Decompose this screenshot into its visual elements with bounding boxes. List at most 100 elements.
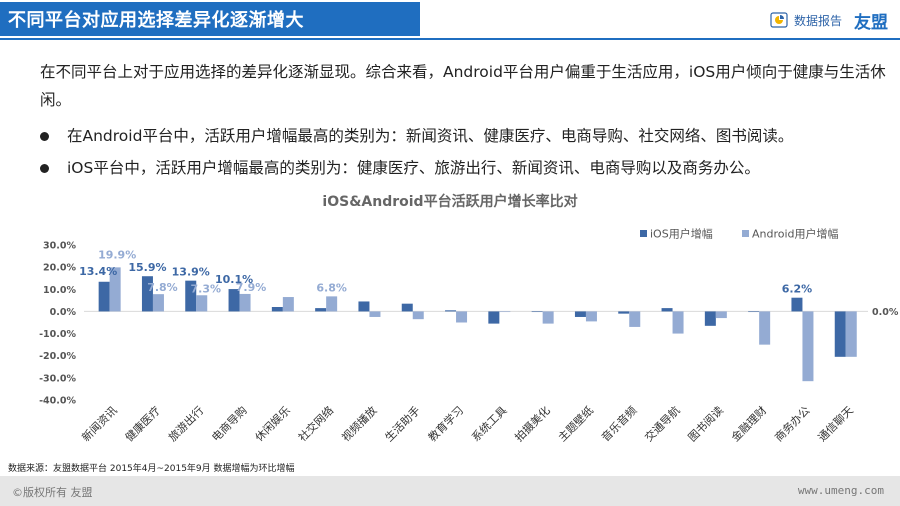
bar-android bbox=[282, 297, 294, 312]
x-tick-label: 生活助手 bbox=[382, 403, 423, 444]
y-tick-label: -10.0% bbox=[39, 329, 76, 340]
x-tick-label: 社交网络 bbox=[295, 403, 336, 444]
bar-android bbox=[499, 311, 511, 313]
bullet-list: 在Android平台中，活跃用户增幅最高的类别为：新闻资讯、健康医疗、电商导购、… bbox=[40, 120, 900, 184]
bar-android bbox=[412, 311, 424, 320]
bar-android bbox=[109, 267, 121, 312]
bar-ios bbox=[98, 281, 110, 312]
bar-ios bbox=[445, 310, 457, 312]
data-label: 13.9% bbox=[172, 266, 210, 279]
bar-ios bbox=[618, 311, 630, 314]
data-label: 7.9% bbox=[236, 281, 267, 294]
bar-ios bbox=[531, 311, 543, 313]
data-label: 10.1% bbox=[215, 273, 253, 286]
bar-ios bbox=[271, 307, 283, 312]
x-axis: 新闻资讯 健康医疗 旅游出行 电商导购 休闲娱乐 社交网络 视频播放 生活助手 教育学习 系统工具… bbox=[79, 403, 856, 444]
report-label: 数据报告 bbox=[793, 13, 842, 28]
bar-ios bbox=[834, 311, 846, 357]
legend-label: Android用户增幅 bbox=[752, 227, 839, 241]
bar-android bbox=[845, 311, 857, 357]
page-title: 不同平台对应用选择差异化逐渐增大 bbox=[8, 10, 304, 31]
bar-android bbox=[585, 311, 597, 322]
x-tick-label: 视频播放 bbox=[339, 403, 380, 444]
data-label: 15.9% bbox=[128, 261, 166, 274]
bar-series bbox=[98, 267, 857, 382]
data-label: 19.9% bbox=[98, 248, 136, 261]
brand: 数据报告 友盟 bbox=[770, 8, 888, 33]
bar-ios bbox=[401, 303, 413, 312]
bar-ios bbox=[791, 297, 803, 312]
footer: ©版权所有 友盟 www.umeng.com bbox=[0, 476, 900, 506]
x-tick-label: 商务办公 bbox=[772, 403, 813, 444]
source-note: 数据来源：友盟数据平台 2015年4月~2015年9月 数据增幅为环比增幅 bbox=[8, 464, 295, 474]
bar-android bbox=[715, 311, 727, 319]
y-axis: 30.0% 20.0% 10.0% 0.0% -10.0% -20.0% -30.0% -40… bbox=[39, 241, 899, 407]
bar-android bbox=[759, 311, 771, 345]
x-tick-label: 音乐音频 bbox=[598, 403, 639, 444]
y-tick-label: 30.0% bbox=[43, 241, 76, 252]
data-labels: 13.4% 19.9%15.9% 7.8% 13.9% 7.3%10.1%7.9% 6.8… bbox=[79, 248, 812, 295]
bar-ios bbox=[315, 308, 327, 312]
bullet-text: iOS平台中，活跃用户增幅最高的类别为：健康医疗、旅游出行、新闻资讯、电商导购以… bbox=[67, 159, 760, 177]
bullet-text: 在Android平台中，活跃用户增幅最高的类别为：新闻资讯、健康医疗、电商导购、… bbox=[67, 127, 794, 145]
bar-ios bbox=[748, 311, 760, 313]
bar-android bbox=[239, 293, 251, 312]
title-bar: 不同平台对应用选择差异化逐渐增大 bbox=[0, 2, 420, 36]
bar-ios bbox=[185, 280, 197, 312]
y-tick-label: -30.0% bbox=[39, 373, 76, 384]
data-label: 13.4% bbox=[79, 265, 117, 278]
header: 不同平台对应用选择差异化逐渐增大 数据报告 友盟 bbox=[0, 0, 900, 40]
y-tick-label: 20.0% bbox=[43, 263, 76, 274]
x-tick-label: 健康医疗 bbox=[122, 403, 163, 444]
bar-android bbox=[196, 295, 208, 312]
bar-ios bbox=[228, 289, 240, 312]
data-label: 7.8% bbox=[147, 281, 178, 294]
data-label: 7.3% bbox=[190, 282, 221, 295]
bar-ios bbox=[574, 311, 586, 317]
x-tick-label: 电商导购 bbox=[209, 403, 250, 444]
intro-paragraph: 在不同平台上对于应用选择的差异化逐渐显现。综合来看，Android平台用户偏重于… bbox=[40, 63, 886, 109]
y-tick-label: -40.0% bbox=[39, 396, 76, 407]
bar-android bbox=[456, 311, 468, 323]
bar-android bbox=[629, 311, 641, 327]
x-tick-label: 拍摄美化 bbox=[512, 403, 553, 444]
bar-ios bbox=[358, 301, 370, 312]
bullet-item: 在Android平台中，活跃用户增幅最高的类别为：新闻资讯、健康医疗、电商导购、… bbox=[40, 120, 900, 152]
bar-ios bbox=[488, 311, 500, 324]
growth-bar-chart: iOS&Android平台活跃用户增长率比对 iOS用户增幅 Android用户增… bbox=[39, 193, 899, 444]
legend-swatch bbox=[640, 230, 647, 237]
y-tick-label: -20.0% bbox=[39, 351, 76, 362]
bullet-dot-icon bbox=[40, 163, 49, 173]
chart-title: iOS&Android平台活跃用户增长率比对 bbox=[322, 193, 577, 210]
y-tick-label: 0.0% bbox=[50, 307, 77, 318]
bar-android bbox=[542, 311, 554, 324]
legend-swatch bbox=[742, 230, 749, 237]
x-tick-label: 金融理财 bbox=[728, 403, 769, 444]
report-icon bbox=[770, 12, 788, 28]
x-tick-label: 系统工具 bbox=[469, 404, 509, 444]
bar-ios bbox=[704, 311, 716, 326]
header-divider bbox=[0, 38, 900, 40]
chart-legend: iOS用户增幅 Android用户增幅 bbox=[640, 227, 839, 241]
x-tick-label: 交通导航 bbox=[642, 403, 683, 444]
bullet-item: iOS平台中，活跃用户增幅最高的类别为：健康医疗、旅游出行、新闻资讯、电商导购以… bbox=[40, 152, 900, 184]
x-tick-label: 休闲娱乐 bbox=[252, 403, 293, 444]
legend-label: iOS用户增幅 bbox=[650, 227, 713, 241]
bar-android bbox=[802, 311, 814, 382]
right-axis-label: 0.0% bbox=[872, 307, 899, 318]
x-tick-label: 教育学习 bbox=[425, 403, 466, 444]
y-tick-label: 10.0% bbox=[43, 285, 76, 296]
bar-android bbox=[326, 296, 338, 312]
bar-ios bbox=[661, 308, 673, 312]
bar-android bbox=[369, 311, 381, 317]
x-tick-label: 旅游出行 bbox=[165, 403, 206, 444]
bar-ios bbox=[141, 276, 153, 312]
bar-android bbox=[672, 311, 684, 334]
bullet-dot-icon bbox=[40, 131, 49, 141]
x-tick-label: 主题壁纸 bbox=[555, 403, 596, 444]
data-label: 6.8% bbox=[316, 281, 347, 294]
x-tick-label: 新闻资讯 bbox=[79, 403, 120, 444]
site-url: www.umeng.com bbox=[797, 484, 884, 497]
bar-android bbox=[152, 294, 164, 312]
copyright: ©版权所有 友盟 bbox=[12, 486, 93, 499]
